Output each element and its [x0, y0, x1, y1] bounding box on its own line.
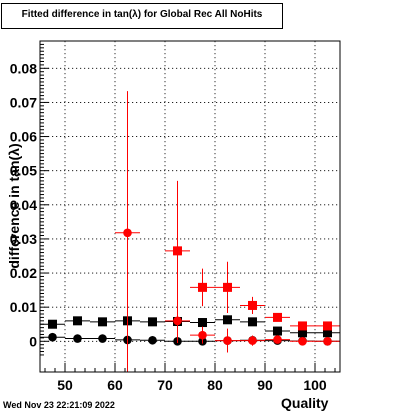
data-point-square: [223, 282, 232, 292]
plot-frame: [39, 40, 341, 373]
x-tick-label: 100: [303, 377, 327, 393]
data-point-square: [223, 315, 232, 325]
data-point-circle: [198, 330, 207, 340]
data-point-square: [273, 312, 282, 322]
series-2: [165, 180, 340, 331]
y-tick-labels: 0 0.01 0.02 0.03 0.04 0.05 0.06 0.07 0.08: [10, 60, 37, 349]
data-point-square: [98, 317, 107, 327]
x-tick-labels: 50 60 70 80 90 100: [57, 377, 327, 393]
chart-title: Fitted difference in tan(λ) for Global R…: [21, 9, 263, 20]
data-point-square: [323, 328, 332, 338]
data-point-square: [48, 319, 57, 329]
x-tick-label: 50: [57, 377, 73, 393]
data-point-square: [198, 318, 207, 328]
data-point-circle: [223, 336, 232, 345]
data-point-circle: [98, 334, 107, 343]
y-tick-label: 0: [29, 333, 37, 349]
data-point-square: [248, 300, 257, 310]
data-point-square: [323, 321, 332, 331]
data-point-square: [248, 317, 257, 327]
y-tick-label: 0.03: [10, 231, 37, 247]
y-tick-label: 0.02: [10, 265, 37, 281]
y-tick-label: 0.07: [10, 94, 37, 110]
series-3: [115, 91, 340, 372]
y-tick-label: 0.05: [10, 163, 37, 179]
y-axis-label: difference in tan(λ): [6, 143, 22, 269]
axis-ticks: [40, 43, 336, 372]
data-point-circle: [298, 336, 307, 346]
y-tick-label: 0.06: [10, 129, 37, 145]
data-point-circle: [148, 335, 157, 345]
footer-date: Wed Nov 23 22:21:09 2022: [3, 400, 115, 410]
data-point-circle: [323, 336, 332, 346]
data-point-square: [198, 282, 207, 292]
data-point-circle: [248, 336, 257, 345]
data-point-square: [73, 316, 82, 326]
data-point-circle: [173, 316, 182, 326]
data-point-circle: [273, 335, 282, 344]
x-tick-label: 60: [107, 377, 123, 393]
y-tick-label: 0.04: [10, 197, 37, 213]
chart-title-box: Fitted difference in tan(λ) for Global R…: [1, 3, 283, 29]
x-axis-label: Quality: [281, 395, 329, 411]
x-tick-label: 90: [257, 377, 273, 393]
y-tick-label: 0.01: [10, 299, 37, 315]
x-tick-label: 70: [157, 377, 173, 393]
data-point-square: [298, 321, 307, 331]
data-point-square: [173, 246, 182, 256]
x-tick-label: 80: [207, 377, 223, 393]
y-tick-label: 0.08: [10, 60, 37, 76]
data-point-circle: [123, 228, 132, 238]
data-point-square: [298, 328, 307, 338]
data-point-square: [273, 326, 282, 336]
data-point-circle: [48, 332, 57, 342]
data-markers: [40, 91, 340, 372]
data-point-circle: [73, 334, 82, 343]
data-point-square: [148, 317, 157, 327]
